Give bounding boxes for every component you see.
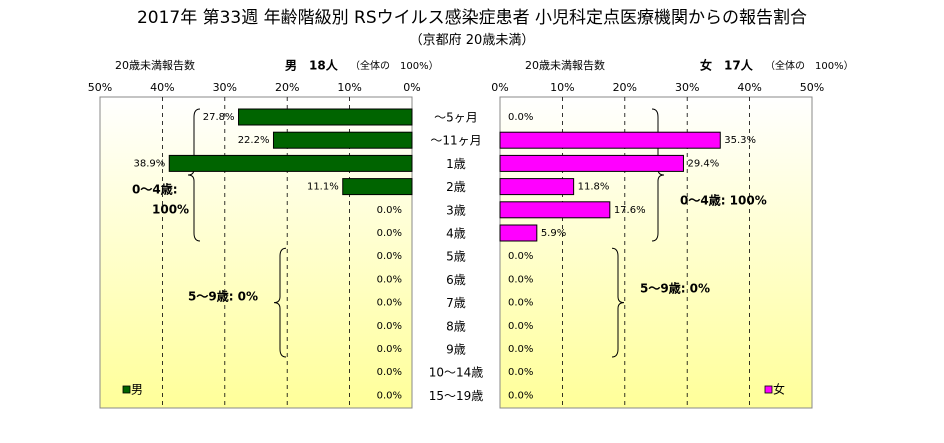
female-value-label: 0.0% <box>508 344 533 355</box>
female-x-tick-label: 50% <box>800 81 824 94</box>
female-bar <box>499 224 538 242</box>
female-value-label: 11.8% <box>578 182 610 193</box>
female-header-total: （全体の 100%） <box>765 59 854 72</box>
age-category-label: ～5ヶ月 <box>434 111 478 125</box>
female-annotation-5-9: 5～9歳: 0% <box>640 281 710 296</box>
male-bar <box>238 108 413 126</box>
male-header-total: （全体の 100%） <box>350 59 439 72</box>
male-annotation-0-4: 0～4歳: <box>132 182 178 197</box>
male-x-tick-label: 20% <box>275 81 299 94</box>
male-value-label: 0.0% <box>377 205 402 216</box>
male-bracket-0-4 <box>187 108 201 242</box>
female-plot-area <box>499 96 813 409</box>
male-plot-area <box>99 96 413 409</box>
female-x-tick-label: 0% <box>491 81 508 94</box>
female-x-tick-label: 20% <box>613 81 637 94</box>
female-x-tick-label: 10% <box>550 81 574 94</box>
female-value-label: 0.0% <box>508 251 533 262</box>
male-value-label: 38.9% <box>133 158 165 169</box>
age-category-label: 9歳 <box>446 343 466 357</box>
male-bar <box>272 131 413 149</box>
female-bracket-5-9 <box>611 247 625 358</box>
female-legend-label: 女 <box>773 382 785 397</box>
male-value-label: 0.0% <box>377 228 402 239</box>
male-bar <box>342 178 413 196</box>
female-value-label: 17.6% <box>614 205 646 216</box>
male-x-tick-label: 50% <box>88 81 112 94</box>
age-category-label: 10～14歳 <box>429 366 484 380</box>
female-value-label: 0.0% <box>508 367 533 378</box>
male-value-label: 11.1% <box>307 182 339 193</box>
female-header-label: 20歳未満報告数 <box>525 59 605 72</box>
male-value-label: 0.0% <box>377 321 402 332</box>
age-category-label: ～11ヶ月 <box>430 134 481 148</box>
age-category-label: 2歳 <box>446 180 466 194</box>
age-category-label: 1歳 <box>446 157 466 171</box>
male-annotation-0-4-value: 100% <box>152 203 189 217</box>
female-annotation-0-4: 0～4歳: 100% <box>680 193 767 208</box>
male-value-label: 27.8% <box>203 112 235 123</box>
male-bar <box>168 154 413 172</box>
male-x-tick-label: 0% <box>403 81 420 94</box>
female-bar <box>499 201 611 219</box>
female-x-tick-label: 30% <box>675 81 699 94</box>
age-category-label: 7歳 <box>446 296 466 310</box>
male-x-tick-label: 40% <box>150 81 174 94</box>
male-value-label: 0.0% <box>377 344 402 355</box>
female-value-label: 35.3% <box>724 135 756 146</box>
age-category-label: 3歳 <box>446 203 466 217</box>
female-legend-swatch <box>764 385 773 394</box>
age-category-label: 6歳 <box>446 273 466 287</box>
chart-subtitle: （京都府 20歳未満） <box>409 33 535 48</box>
female-header-count: 女 17人 <box>700 58 754 73</box>
male-value-label: 0.0% <box>377 390 402 401</box>
female-value-label: 0.0% <box>508 112 533 123</box>
male-legend-swatch <box>122 385 131 394</box>
male-header-count: 男 18人 <box>285 58 339 73</box>
female-value-label: 0.0% <box>508 298 533 309</box>
male-value-label: 0.0% <box>377 298 402 309</box>
female-value-label: 5.9% <box>541 228 566 239</box>
female-bracket-0-4 <box>651 108 665 242</box>
male-bracket-5-9 <box>273 247 287 358</box>
male-value-label: 0.0% <box>377 367 402 378</box>
male-annotation-5-9: 5～9歳: 0% <box>188 289 258 304</box>
female-x-tick-label: 40% <box>737 81 761 94</box>
chart-title: 2017年 第33週 年齢階級別 RSウイルス感染症患者 小児科定点医療機関から… <box>136 8 808 28</box>
male-header-label: 20歳未満報告数 <box>115 59 195 72</box>
age-category-label: 5歳 <box>446 250 466 264</box>
age-category-label: 4歳 <box>446 227 466 241</box>
female-bar <box>499 154 684 172</box>
female-value-label: 0.0% <box>508 321 533 332</box>
male-value-label: 0.0% <box>377 274 402 285</box>
female-bar <box>499 178 575 196</box>
male-value-label: 22.2% <box>238 135 270 146</box>
female-value-label: 29.4% <box>687 158 719 169</box>
female-value-label: 0.0% <box>508 274 533 285</box>
age-category-label: 15～19歳 <box>429 389 484 403</box>
male-legend-label: 男 <box>131 383 143 397</box>
female-bar <box>499 131 721 149</box>
male-x-tick-label: 30% <box>213 81 237 94</box>
male-value-label: 0.0% <box>377 251 402 262</box>
age-category-label: 8歳 <box>446 319 466 333</box>
female-value-label: 0.0% <box>508 390 533 401</box>
male-x-tick-label: 10% <box>337 81 361 94</box>
